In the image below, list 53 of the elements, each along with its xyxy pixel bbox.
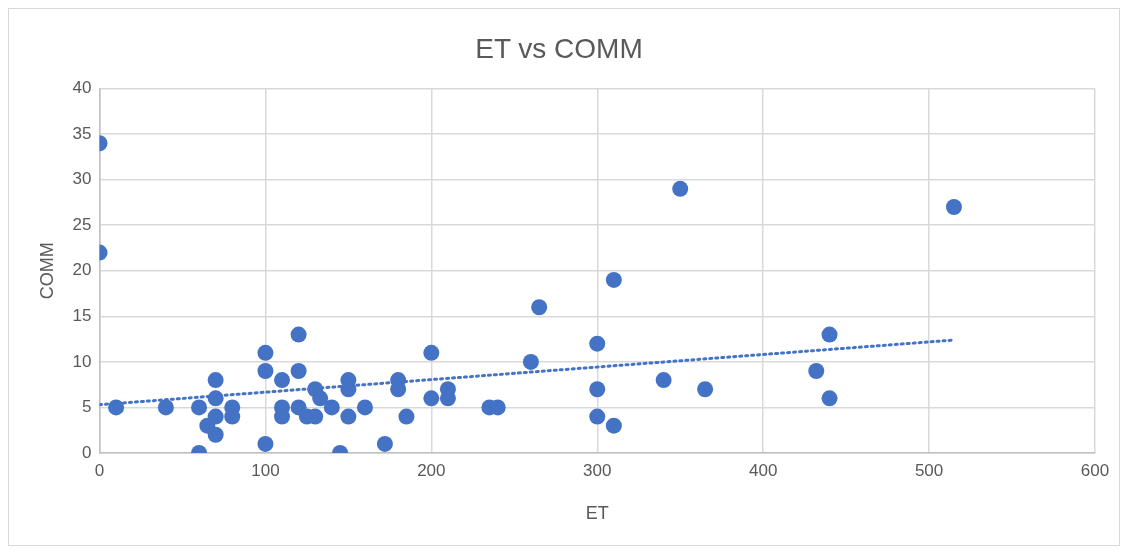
x-tick-label: 400 — [748, 460, 778, 480]
point — [312, 390, 329, 407]
x-tick-label: 500 — [914, 460, 944, 480]
y-tick-label: 30 — [72, 169, 92, 189]
point — [821, 326, 838, 343]
point — [323, 399, 340, 416]
y-axis-title: COMM — [36, 242, 57, 300]
point — [207, 372, 224, 389]
point — [605, 271, 622, 288]
point — [589, 408, 606, 425]
point — [589, 335, 606, 352]
point — [522, 353, 539, 370]
x-tick-label: 600 — [1080, 460, 1110, 480]
point — [191, 399, 208, 416]
point — [207, 390, 224, 407]
point — [398, 408, 415, 425]
y-tick-label: 20 — [72, 260, 92, 280]
x-tick-label: 100 — [251, 460, 280, 480]
point — [257, 363, 274, 380]
point — [257, 344, 274, 361]
point — [672, 180, 689, 197]
point — [356, 399, 373, 416]
point — [290, 326, 307, 343]
point — [531, 299, 548, 316]
chart-title: ET vs COMM — [475, 32, 643, 64]
point — [808, 363, 825, 380]
x-axis-title: ET — [585, 503, 609, 524]
point — [821, 390, 838, 407]
point — [207, 408, 224, 425]
point — [257, 435, 274, 452]
point — [340, 408, 357, 425]
y-tick-label: 25 — [72, 214, 92, 234]
point — [207, 426, 224, 443]
point — [945, 199, 962, 216]
point — [605, 417, 622, 434]
point — [376, 435, 393, 452]
y-tick-label: 0 — [82, 442, 92, 462]
point — [157, 399, 174, 416]
point — [589, 381, 606, 398]
y-tick-label: 35 — [72, 123, 92, 143]
point — [697, 381, 714, 398]
point — [274, 372, 291, 389]
y-tick-label: 5 — [82, 397, 92, 417]
x-tick-label: 200 — [417, 460, 446, 480]
x-tick-label: 300 — [583, 460, 612, 480]
y-tick-label: 10 — [72, 351, 92, 371]
point — [423, 344, 440, 361]
point — [108, 399, 125, 416]
point — [423, 390, 440, 407]
y-tick-label: 40 — [72, 78, 92, 98]
point — [290, 363, 307, 380]
point — [655, 372, 672, 389]
y-tick-label: 15 — [72, 306, 92, 326]
